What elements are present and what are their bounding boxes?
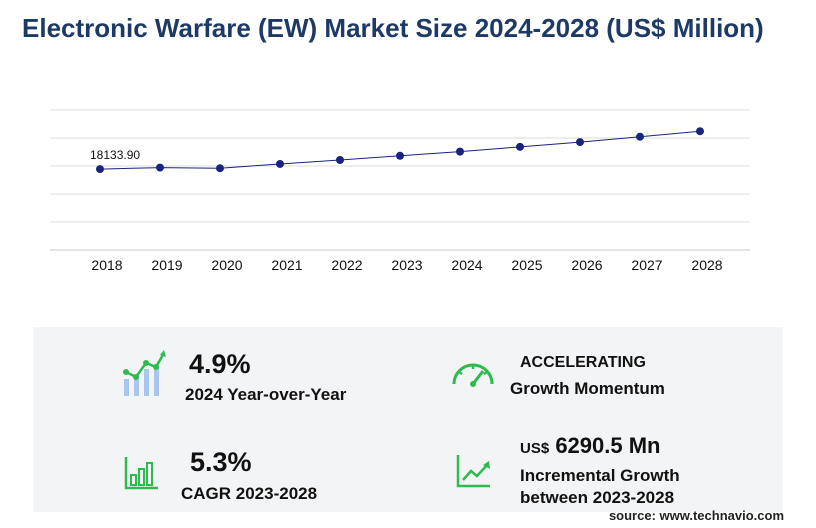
yoy-label: 2024 Year-over-Year [185, 385, 347, 404]
x-tick-label: 2027 [631, 257, 662, 273]
x-axis-ticks: 2018 2019 2020 2021 2022 2023 2024 2025 2026 2027… [91, 257, 722, 273]
data-point [216, 164, 224, 173]
incremental-label-2: between 2023-2028 [520, 488, 675, 507]
series-line [99, 130, 701, 170]
momentum-sub: Growth Momentum [510, 379, 665, 398]
data-point [516, 142, 524, 151]
data-point [336, 155, 344, 164]
cagr-label: CAGR 2023-2028 [181, 484, 318, 503]
yoy-value: 4.9% [189, 349, 251, 379]
bar-chart-icon [124, 457, 158, 490]
x-tick-label: 2023 [391, 257, 422, 273]
incremental-value: US$ 6290.5 Mn [520, 433, 660, 459]
incremental-amount: 6290.5 Mn [555, 433, 661, 458]
speedometer-icon [452, 363, 494, 387]
x-tick-label: 2021 [271, 257, 302, 273]
data-label: 18133.90 [90, 148, 140, 162]
data-point [276, 159, 284, 168]
cagr-value: 5.3% [190, 447, 252, 477]
data-point [636, 132, 644, 141]
data-point [696, 127, 704, 136]
x-tick-label: 2025 [511, 257, 542, 273]
chart-grid [50, 109, 750, 251]
momentum-title: ACCELERATING [520, 354, 646, 371]
data-point [396, 151, 404, 160]
x-tick-label: 2026 [571, 257, 602, 273]
chart-title: Electronic Warfare (EW) Market Size 2024… [22, 13, 764, 43]
x-tick-label: 2020 [211, 257, 242, 273]
x-tick-label: 2019 [151, 257, 182, 273]
trend-up-icon [456, 455, 490, 488]
series-points [96, 127, 704, 174]
data-point [156, 163, 164, 172]
data-point [456, 147, 464, 156]
x-tick-label: 2024 [451, 257, 482, 273]
x-tick-label: 2028 [691, 257, 722, 273]
x-tick-label: 2018 [91, 257, 122, 273]
currency-unit: US$ [520, 440, 550, 457]
incremental-label-1: Incremental Growth [520, 466, 680, 485]
x-tick-label: 2022 [331, 257, 362, 273]
source-credit: source: www.technavio.com [608, 508, 784, 523]
data-labels: 18133.90 [90, 148, 140, 162]
data-point [576, 138, 584, 147]
data-point [96, 165, 104, 174]
line-chart: 2018 2019 2020 2021 2022 2023 2024 2025 2026 2027… [50, 109, 750, 273]
stats-panel: 4.9% 2024 Year-over-Year ACCELERATING Gr… [33, 327, 783, 512]
bar-line-chart-icon [123, 350, 166, 396]
